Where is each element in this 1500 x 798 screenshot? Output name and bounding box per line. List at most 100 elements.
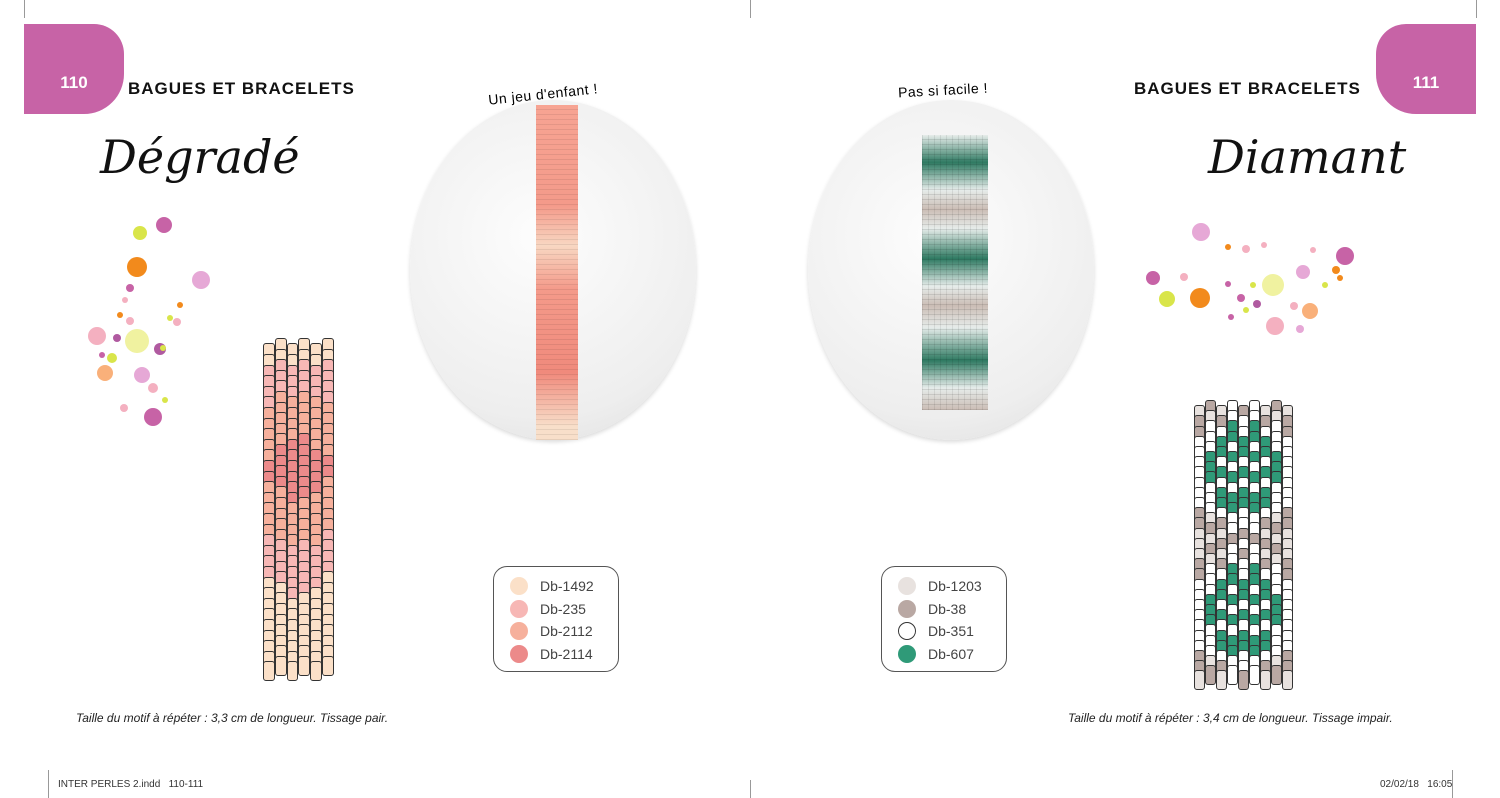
bead-code: Db-607 [928, 645, 974, 662]
pattern-caption: Taille du motif à répéter : 3,3 cm de lo… [76, 711, 389, 725]
color-swatch [510, 577, 528, 596]
bubble [1290, 302, 1298, 310]
bead [263, 661, 275, 682]
color-legend: Db-1492 Db-235 Db-2112 Db-2114 [493, 566, 619, 672]
color-swatch [510, 644, 528, 663]
color-swatch [898, 577, 916, 596]
bubble [88, 327, 106, 345]
bead-pattern-grid [263, 338, 335, 684]
bubble [1332, 266, 1340, 274]
bubble [1337, 275, 1343, 281]
bubble [160, 345, 166, 351]
bubble [1180, 273, 1188, 281]
bubble [117, 312, 123, 318]
bead-code: Db-1492 [540, 578, 594, 595]
color-legend: Db-1203 Db-38 Db-351 Db-607 [881, 566, 1007, 672]
bead [1227, 665, 1238, 685]
bubble [192, 271, 210, 289]
bubble [1322, 282, 1328, 288]
bubble [134, 367, 150, 383]
bubble [1302, 303, 1318, 319]
bubble [173, 318, 181, 326]
page-number: 111 [1412, 73, 1440, 92]
color-swatch [510, 599, 528, 618]
bubble [1253, 300, 1261, 308]
legend-item: Db-607 [898, 643, 992, 666]
bubble [177, 302, 183, 308]
bubble [1310, 247, 1316, 253]
decorative-bubbles [1140, 215, 1360, 345]
bubble [1296, 325, 1304, 333]
section-title: BAGUES ET BRACELETS [1134, 79, 1361, 98]
bubble [144, 408, 162, 426]
bubble [1228, 314, 1234, 320]
bead [310, 661, 322, 682]
legend-item: Db-1203 [898, 575, 992, 598]
bubble [127, 257, 147, 277]
bubble [1243, 307, 1249, 313]
bubble [99, 352, 105, 358]
bead [1194, 670, 1205, 690]
bubble [1237, 294, 1245, 302]
bead [1260, 670, 1271, 690]
bubble [156, 217, 172, 233]
bubble [120, 404, 128, 412]
bead-code: Db-235 [540, 600, 586, 617]
page-number-tab: 110 [24, 24, 124, 114]
bead [286, 661, 299, 682]
bead [1205, 665, 1216, 685]
legend-item: Db-235 [510, 598, 604, 621]
product-photo [410, 100, 696, 440]
product-photo [808, 100, 1094, 440]
legend-item: Db-2112 [510, 620, 604, 643]
legend-item: Db-1492 [510, 575, 604, 598]
bubble [1192, 223, 1210, 241]
bubble [1159, 291, 1175, 307]
bubble [162, 397, 168, 403]
bead [322, 656, 334, 677]
bubble [1261, 242, 1267, 248]
bead [298, 656, 311, 677]
bubble [148, 383, 158, 393]
footer-file: INTER PERLES 2.indd 110-111 [58, 779, 204, 790]
difficulty-label: Pas si facile ! [897, 79, 989, 101]
bubble [167, 315, 173, 321]
bubble [125, 329, 149, 353]
page-number: 110 [60, 73, 88, 92]
color-swatch [510, 622, 528, 641]
bubble [1190, 288, 1210, 308]
bubble [1225, 244, 1231, 250]
pattern-title: Dégradé [100, 130, 300, 184]
legend-item: Db-351 [898, 620, 992, 643]
bead-code: Db-38 [928, 600, 967, 617]
bubble [97, 365, 113, 381]
bead [274, 656, 287, 677]
footer-datetime: 02/02/18 16:05 [1380, 779, 1453, 790]
bubble [1242, 245, 1250, 253]
bead-code: Db-2112 [540, 623, 593, 640]
pattern-title: Diamant [1208, 130, 1407, 184]
bubble [126, 284, 134, 292]
pattern-caption: Taille du motif à répéter : 3,4 cm de lo… [1068, 711, 1393, 725]
bead-pattern-grid [1194, 400, 1294, 690]
color-swatch [898, 622, 916, 641]
bubble [1262, 274, 1284, 296]
bubble [1336, 247, 1354, 265]
bead [1249, 665, 1260, 685]
bead [1282, 670, 1293, 690]
bead [1238, 670, 1249, 690]
bubble [113, 334, 121, 342]
bubble [1266, 317, 1284, 335]
bubble [1250, 282, 1256, 288]
bead-code: Db-1203 [928, 578, 982, 595]
bubble [1296, 265, 1310, 279]
bubble [122, 297, 128, 303]
bead [1271, 665, 1282, 685]
bubble [133, 226, 147, 240]
bubble [1225, 281, 1231, 287]
bead-code: Db-351 [928, 623, 974, 640]
color-swatch [898, 599, 916, 618]
color-swatch [898, 644, 916, 663]
bracelet-photo [922, 135, 988, 410]
page-number-tab: 111 [1376, 24, 1476, 114]
